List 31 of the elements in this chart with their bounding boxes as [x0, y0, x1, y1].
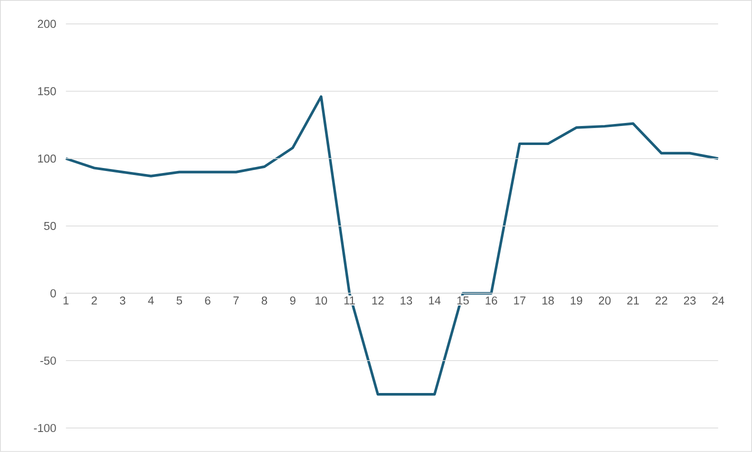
x-tick-label: 4 [148, 296, 154, 304]
y-tick-label: 200 [38, 20, 56, 28]
x-tick-label: 12 [372, 296, 384, 305]
x-tick-label: 2 [92, 296, 97, 305]
x-tick-label: 23 [684, 296, 696, 305]
x-tick-label: 7 [233, 296, 239, 304]
x-tick-label: 20 [598, 296, 611, 305]
x-tick-label: 15 [457, 296, 469, 305]
x-tick-label: 13 [400, 296, 412, 305]
x-tick-label: 14 [429, 296, 441, 304]
y-tick-label: 0 [50, 289, 56, 298]
x-tick-label: 11 [344, 296, 355, 304]
x-tick-label: 21 [627, 296, 639, 305]
x-tick-label: 6 [205, 296, 210, 305]
y-tick-label: -50 [40, 356, 56, 365]
x-tick-label: 9 [290, 296, 296, 305]
x-tick-label: 1 [64, 296, 69, 304]
y-tick-label: -100 [34, 424, 56, 432]
y-tick-label: 100 [38, 154, 56, 163]
x-tick-label: 22 [656, 296, 668, 305]
x-tick-label: 3 [120, 296, 126, 305]
x-tick-label: 5 [176, 296, 182, 305]
x-tick-label: 17 [514, 296, 526, 304]
y-tick-label: 50 [44, 222, 56, 230]
x-tick-label: 18 [542, 296, 554, 305]
x-tick-label: 8 [262, 296, 268, 305]
x-tick-label: 16 [486, 296, 498, 305]
x-tick-label: 10 [316, 296, 328, 305]
x-tick-label: 19 [570, 296, 582, 305]
y-tick-label: 150 [38, 87, 56, 96]
x-tick-label: 24 [712, 296, 724, 305]
